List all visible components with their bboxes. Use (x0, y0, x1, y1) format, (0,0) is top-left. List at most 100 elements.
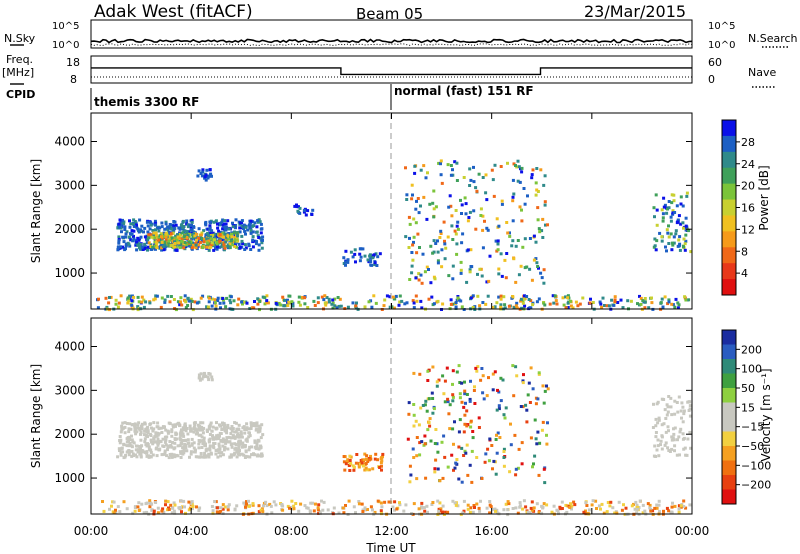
range-cell (164, 428, 168, 432)
range-cell (117, 222, 121, 226)
range-cell (143, 244, 147, 248)
range-cell (459, 260, 463, 264)
range-cell (496, 242, 500, 246)
range-cell (638, 499, 642, 503)
range-cell (207, 296, 211, 300)
range-cell (146, 431, 150, 435)
range-cell (150, 235, 154, 239)
range-cell (181, 219, 185, 223)
range-cell (108, 296, 111, 299)
range-cell (215, 247, 219, 251)
range-cell (466, 473, 470, 477)
colorbar-tick-label: 4 (741, 267, 748, 280)
range-cell (229, 432, 233, 435)
range-cell (226, 505, 230, 509)
range-cell (572, 500, 576, 504)
range-cell (127, 430, 131, 434)
range-cell (122, 500, 126, 504)
range-cell (255, 230, 259, 234)
range-cell (366, 460, 370, 463)
range-cell (118, 225, 121, 229)
range-cell (237, 423, 241, 427)
range-cell (244, 225, 248, 229)
range-cell (603, 304, 606, 307)
range-cell (492, 507, 496, 511)
range-cell (494, 472, 498, 476)
range-cell (649, 509, 653, 513)
range-cell (140, 449, 144, 452)
range-cell (220, 220, 224, 224)
range-cell (215, 242, 219, 246)
range-cell (164, 443, 168, 447)
range-cell (679, 202, 683, 206)
range-cell (250, 445, 253, 449)
range-cell (684, 298, 688, 302)
range-cell (491, 178, 495, 182)
range-cell (208, 168, 212, 172)
range-cell (437, 161, 441, 165)
range-cell (212, 446, 216, 450)
velocity-frame (90, 317, 693, 515)
range-cell (279, 303, 283, 307)
range-cell (530, 173, 534, 177)
range-cell (236, 303, 240, 307)
range-cell (431, 397, 435, 400)
range-cell (545, 384, 548, 388)
range-cell (174, 243, 178, 247)
range-cell (251, 235, 255, 239)
range-cell (229, 436, 233, 440)
range-cell (648, 503, 652, 507)
range-cell (681, 437, 685, 441)
range-cell (240, 445, 244, 449)
range-cell (152, 298, 156, 302)
range-cell (166, 500, 170, 504)
range-cell (665, 249, 668, 253)
range-cell (463, 380, 466, 384)
range-cell (224, 228, 228, 232)
range-cell (187, 508, 191, 512)
range-cell (221, 444, 225, 448)
range-cell (497, 224, 501, 228)
range-cell (233, 451, 237, 455)
range-cell (287, 300, 291, 304)
range-cell (197, 243, 201, 247)
range-cell (544, 223, 547, 227)
range-cell (146, 224, 150, 228)
range-cell (379, 461, 383, 465)
range-cell (197, 169, 201, 173)
range-cell (221, 297, 225, 300)
beam-label: Beam 05 (356, 5, 423, 23)
range-cell (130, 449, 134, 453)
range-cell (434, 428, 438, 431)
range-cell (223, 232, 227, 236)
range-cell (161, 437, 165, 441)
range-cell (457, 477, 461, 481)
range-cell (529, 299, 533, 303)
range-cell (190, 247, 194, 251)
range-cell (251, 502, 255, 506)
range-cell (441, 510, 444, 514)
range-cell (149, 450, 153, 454)
range-cell (468, 510, 472, 514)
range-cell (184, 438, 188, 442)
range-cell (217, 451, 221, 455)
range-cell (438, 479, 442, 483)
range-cell (442, 392, 446, 396)
range-cell (635, 511, 639, 515)
range-cell (466, 503, 470, 507)
range-cell (404, 235, 408, 239)
range-cell (471, 294, 475, 298)
range-cell (257, 218, 261, 222)
range-cell (257, 243, 261, 247)
range-cell (139, 228, 142, 232)
range-cell (174, 234, 178, 238)
colorbar-swatch (722, 183, 736, 201)
range-cell (224, 240, 228, 244)
range-cell (446, 510, 450, 514)
range-cell (183, 294, 187, 298)
range-cell (358, 259, 362, 263)
range-cell (210, 505, 214, 508)
velocity-y-axis-label: Slant Range [km] (29, 364, 43, 468)
range-cell (160, 431, 164, 434)
